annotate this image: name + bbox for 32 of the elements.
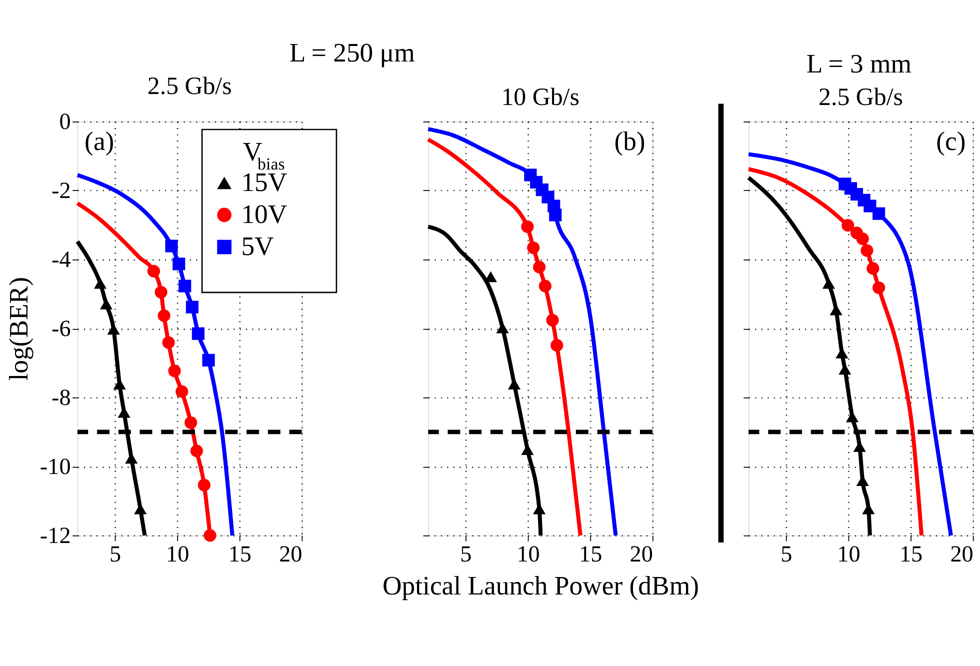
y-tick-label: -2	[51, 178, 71, 204]
legend-label: 10V	[241, 198, 288, 229]
y-axis-title: log(BER)	[3, 277, 34, 381]
x-tick-label: 5	[109, 542, 122, 568]
x-axis-title: Optical Launch Power (dBm)	[382, 570, 699, 601]
x-tick-label: 5	[460, 542, 472, 568]
x-tick-label: 15	[228, 542, 252, 568]
x-tick-label: 10	[837, 542, 860, 568]
y-tick-label: -6	[51, 316, 71, 342]
line-series	[75, 172, 234, 538]
chart-title: L = 3 mm	[806, 48, 912, 79]
y-tick-label: -8	[51, 385, 71, 412]
y-tick-label: -4	[51, 247, 72, 274]
x-tick-label: 15	[579, 542, 602, 568]
chart-subtitle: 2.5 Gb/s	[147, 72, 232, 100]
x-tick-label: 5	[780, 542, 792, 568]
chart-subtitle: 2.5 Gb/s	[818, 84, 903, 112]
x-tick-label: 20	[630, 542, 653, 568]
annotation: (c)	[936, 126, 966, 156]
x-tick-label: 10	[516, 542, 540, 568]
y-tick-label: -12	[40, 522, 71, 549]
x-tick-label: 15	[899, 542, 923, 568]
x-tick-label: 10	[166, 542, 190, 568]
y-tick-label: -10	[40, 454, 71, 480]
annotation: (b)	[614, 126, 646, 156]
chart-subtitle: 10 Gb/s	[501, 84, 580, 112]
legend-label: 5V	[241, 231, 274, 262]
annotation: (a)	[84, 126, 114, 156]
x-tick-label: 20	[950, 542, 974, 568]
chart-title: L = 250 μm	[289, 37, 416, 68]
y-tick-label: 0	[59, 109, 71, 136]
x-tick-label: 20	[279, 542, 302, 568]
